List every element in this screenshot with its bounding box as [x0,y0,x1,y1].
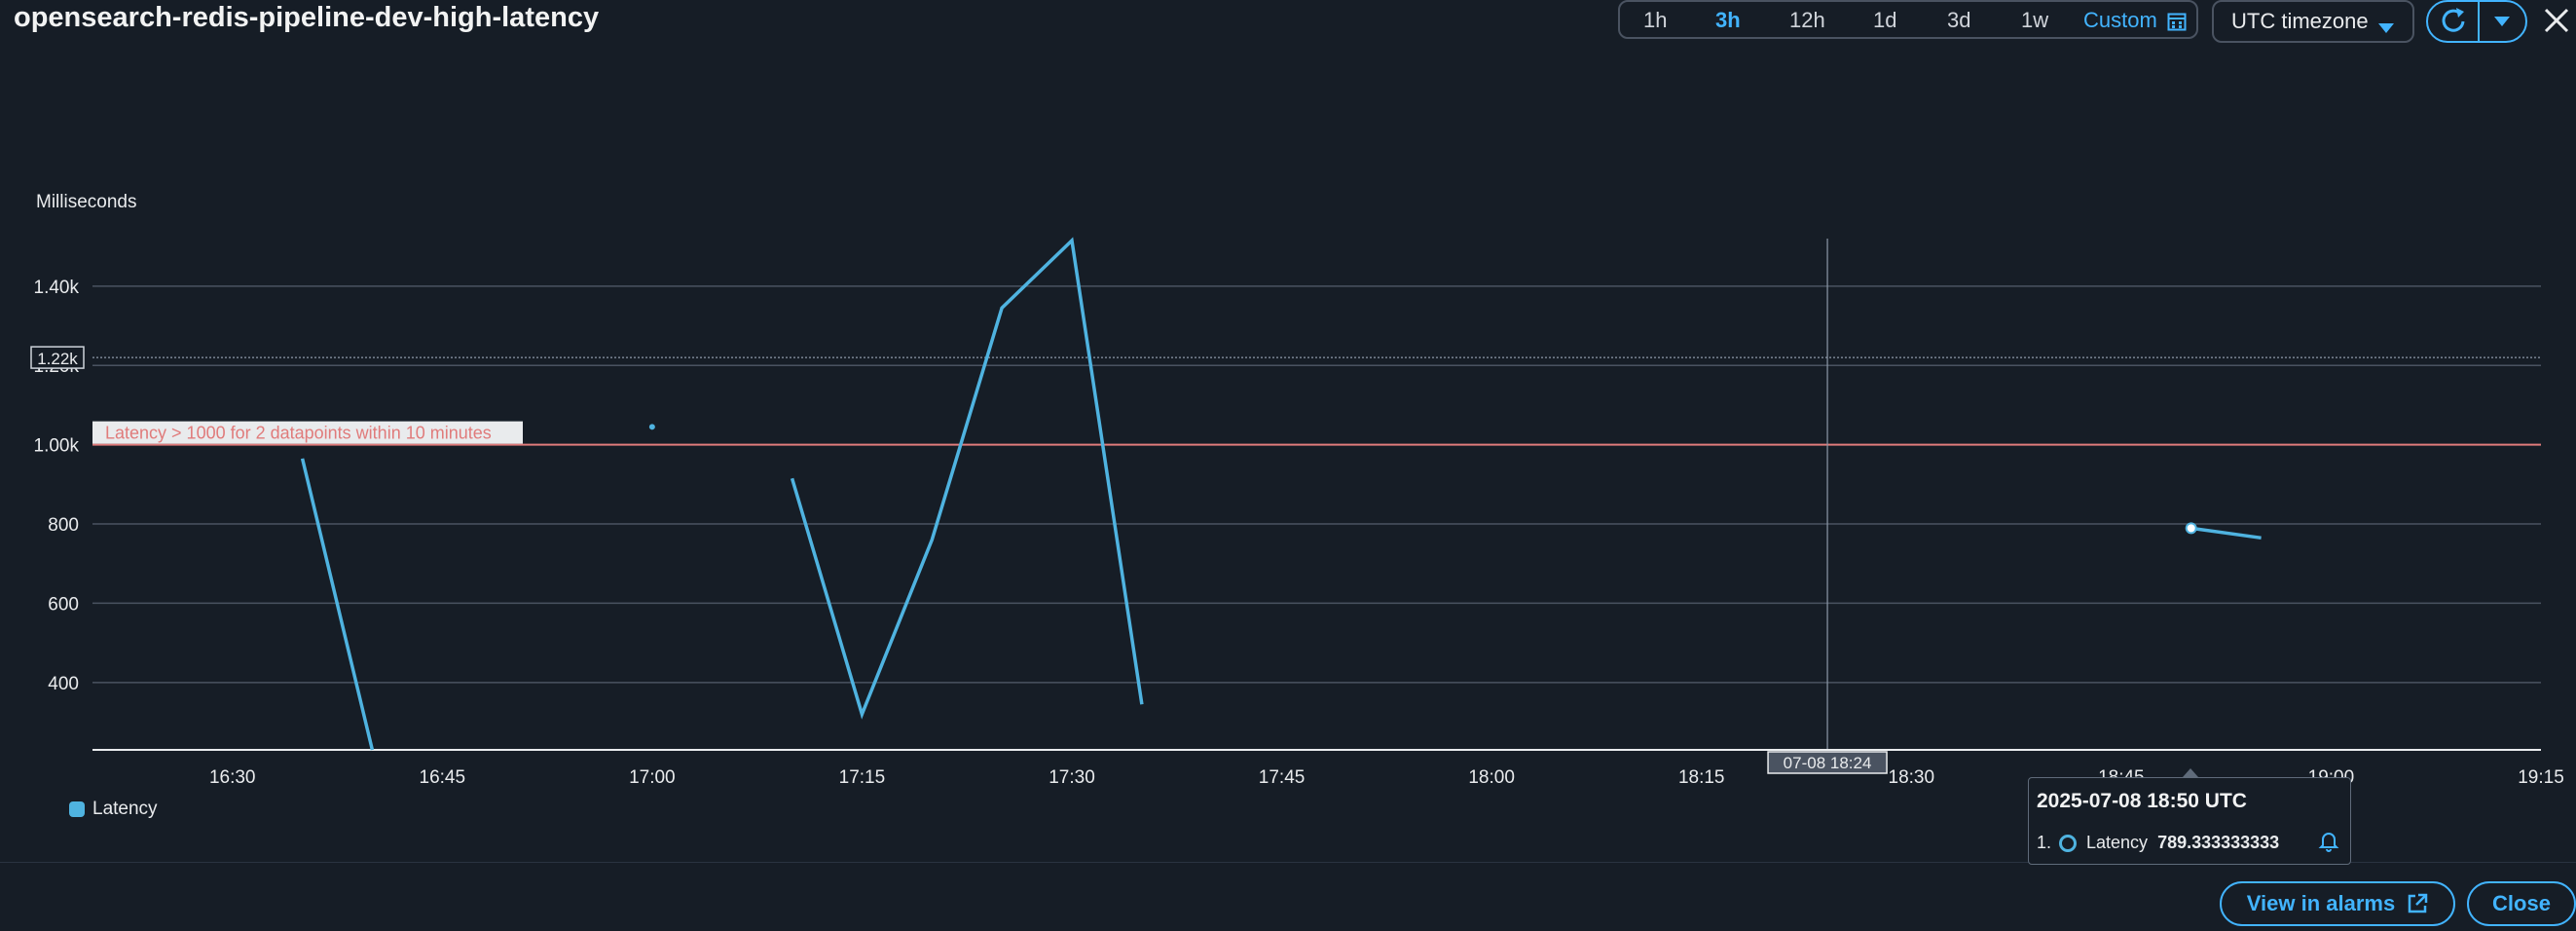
close-button[interactable]: Close [2467,881,2576,926]
bell-icon[interactable] [2317,829,2340,857]
range-12h-button[interactable]: 12h [1789,8,1825,32]
legend-label: Latency [92,799,158,819]
tooltip-index: 1. [2037,833,2052,852]
legend-swatch [69,801,85,817]
y-tick-label: 1.00k [34,436,80,457]
tooltip-time: 2025-07-08 18:50 UTC [2037,790,2247,812]
range-1h-button[interactable]: 1h [1643,8,1668,32]
x-tick-label: 18:00 [1468,767,1515,788]
timezone-select[interactable]: UTC timezone [2212,0,2414,43]
x-tick-label: 19:15 [2518,767,2564,788]
series-marker-icon [2059,834,2078,852]
external-link-icon [2408,893,2428,913]
time-range-selector: 1h 3h 12h 1d 3d 1w Custom [1618,0,2198,39]
page-title: opensearch-redis-pipeline-dev-high-laten… [14,2,600,33]
range-3d-button[interactable]: 3d [1947,8,1971,32]
x-tick-label: 16:45 [420,767,466,788]
x-tick-label: 18:15 [1678,767,1725,788]
timezone-label: UTC timezone [2231,9,2369,33]
tooltip-arrow [2183,768,2198,777]
caret-down-icon [2377,16,2395,41]
x-tick-label: 18:30 [1889,767,1935,788]
custom-range-button[interactable]: Custom [2083,8,2157,33]
caret-down-icon [2494,17,2510,26]
x-tick-label: 16:30 [209,767,256,788]
highlight-point [2185,522,2197,535]
range-3h-button[interactable]: 3h [1715,8,1741,32]
view-in-alarms-label: View in alarms [2246,891,2396,915]
x-tick-label: 17:00 [629,767,676,788]
tooltip-row: 1. Latency 789.333333333 [2037,829,2344,857]
close-icon[interactable] [2541,2,2570,37]
refresh-button[interactable] [2428,2,2479,41]
refresh-control [2426,0,2527,43]
threshold-label-box [92,421,523,444]
y-axis-label: Milliseconds [36,192,137,212]
custom-range-label: Custom [2083,8,2157,32]
tooltip-value: 789.333333333 [2157,833,2280,852]
y-tick-label: 800 [48,515,79,536]
x-tick-label: 17:30 [1049,767,1095,788]
tooltip-series: Latency [2086,833,2149,852]
y-tick-label: 1.40k [34,278,80,298]
series-line [2190,526,2262,540]
refresh-icon [2442,8,2465,32]
refresh-options-button[interactable] [2480,2,2525,41]
x-tick-label: 17:45 [1259,767,1306,788]
data-point [648,424,655,430]
reference-label: 1.22k [37,350,78,368]
y-tick-label: 600 [48,594,79,614]
threshold-label: Latency > 1000 for 2 datapoints within 1… [105,424,492,443]
view-in-alarms-button[interactable]: View in alarms [2220,881,2455,926]
range-1w-button[interactable]: 1w [2021,8,2049,32]
x-tick-label: 17:15 [839,767,886,788]
reference-label-box [30,346,85,369]
y-tick-label: 400 [48,674,79,694]
chart-legend[interactable]: Latency [69,799,158,820]
series-line [790,237,1144,720]
crosshair-label: 07-08 18:24 [1784,754,1872,772]
series-line [300,458,375,751]
datapoint-tooltip: 2025-07-08 18:50 UTC 1. Latency 789.3333… [2028,777,2351,865]
range-1d-button[interactable]: 1d [1873,8,1897,32]
footer-divider [0,862,2576,863]
calendar-icon [2167,12,2187,36]
crosshair-label-box [1767,751,1888,774]
refresh-divider [2478,2,2480,41]
